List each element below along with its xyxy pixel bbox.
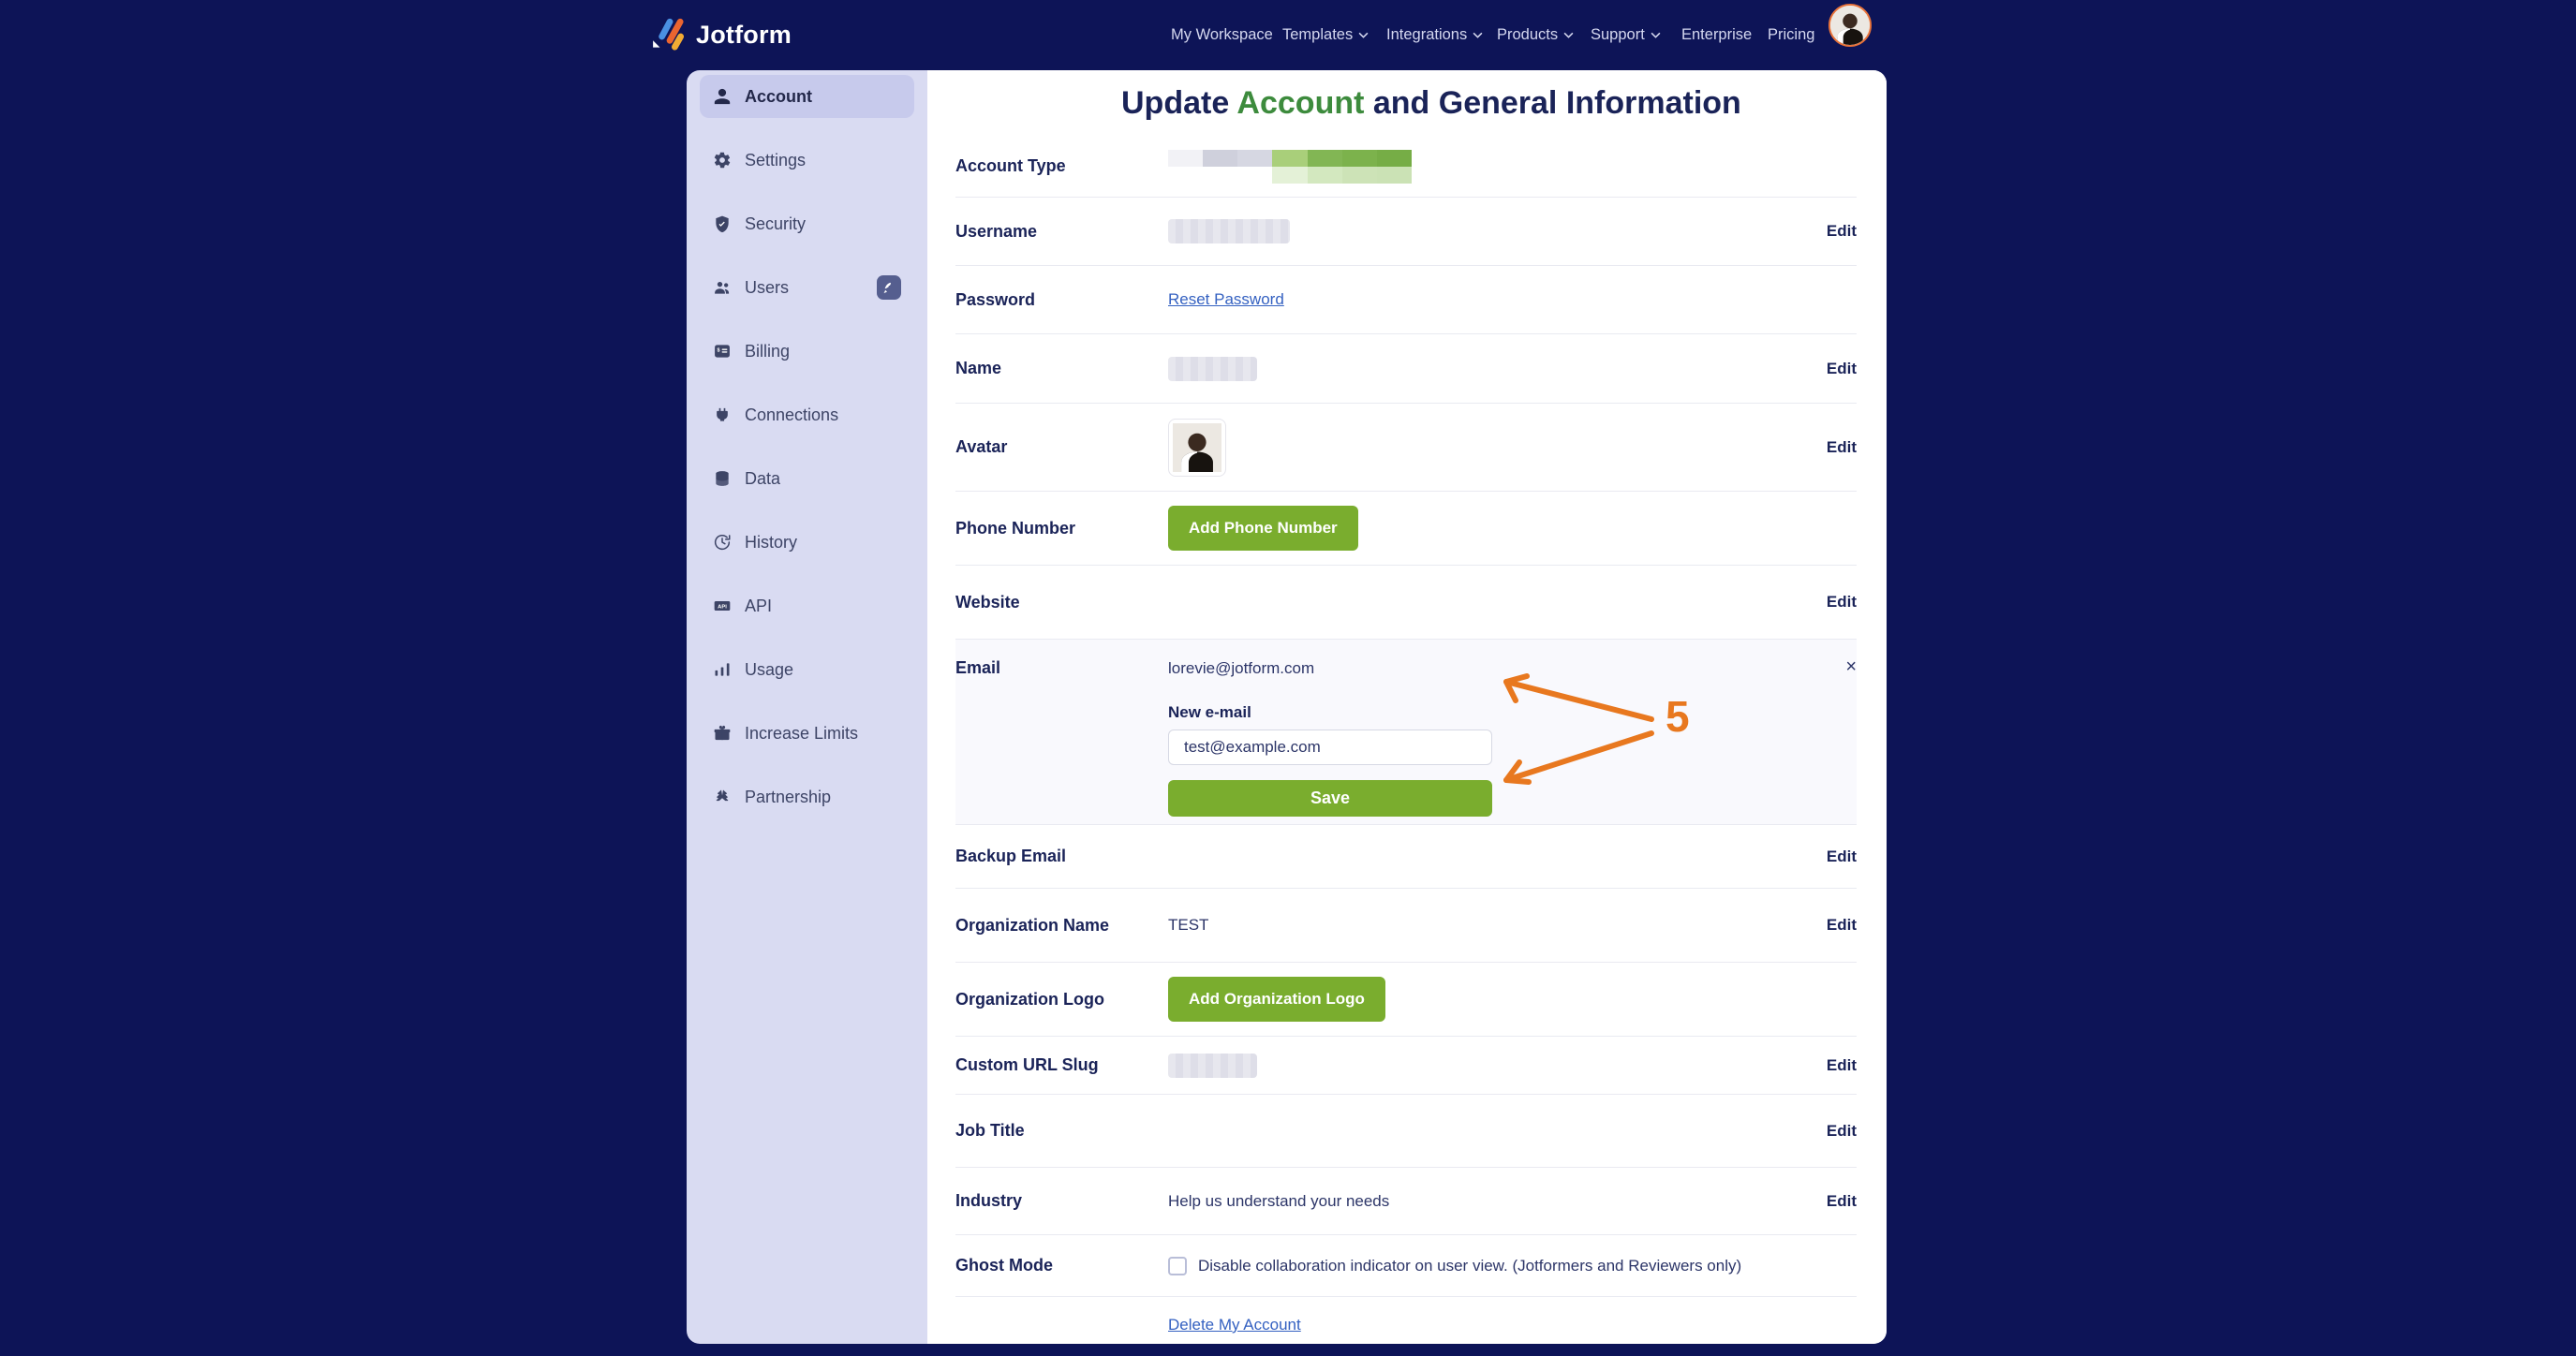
svg-text:5: 5 bbox=[1666, 692, 1690, 741]
svg-text:$: $ bbox=[717, 347, 719, 353]
svg-text:API: API bbox=[718, 605, 727, 611]
